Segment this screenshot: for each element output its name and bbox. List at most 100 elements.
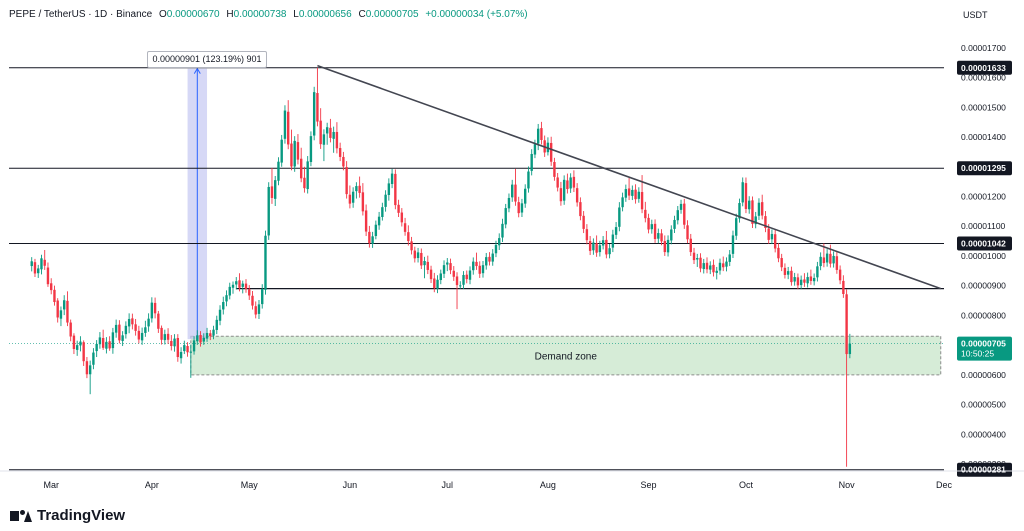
candle-body [494,244,498,254]
level-price-tag [957,462,1012,477]
y-tick-label: 0.00001400 [961,132,1006,142]
candle-body [705,262,709,270]
candle-body [387,183,391,195]
candle-body [118,324,121,341]
candle-body [835,256,839,270]
candle-body [731,235,735,254]
candle-body [351,191,355,203]
candle-body [407,232,410,242]
candle-body [264,235,267,290]
candle-body [760,202,764,216]
candle-body [819,256,822,267]
candle-body [618,207,621,227]
level-price-label: 0.00001042 [961,238,1006,248]
candle-body [608,248,611,255]
high-value: 0.00000738 [233,9,287,20]
candle-body [381,207,384,217]
candle-body [683,203,686,225]
candle-body [37,268,40,274]
brand[interactable]: TradingView [10,507,125,524]
candle-body [666,239,670,253]
candle-body [754,216,757,225]
candle-body [251,295,254,306]
candle-body [322,134,326,145]
candle-body [566,180,569,190]
candle-body [507,197,511,209]
candle-body [676,210,679,221]
candle-body [501,223,504,238]
candle-body [511,184,514,198]
candle-body [254,306,257,315]
symbol-title[interactable]: PEPE / TetherUS · 1D · Binance [9,9,153,20]
candle-body [261,288,264,305]
candle-body [647,217,650,230]
candle-body [582,215,585,229]
candle-body [248,289,251,296]
candle-body [478,265,481,274]
y-tick-label: 0.00000800 [961,310,1006,320]
candle-body [332,131,335,139]
candle-body [88,365,92,375]
candle-body [296,142,300,160]
x-tick-label: Apr [145,480,159,490]
candle-body [689,238,692,253]
candle-body [845,294,848,355]
candle-body [241,283,244,287]
candle-body [653,223,657,239]
candle-body [40,258,43,270]
x-tick-label: Jun [343,480,358,490]
candle-body [358,185,361,193]
candle-body [416,252,420,259]
y-tick-label: 0.00001500 [961,102,1006,112]
candle-body [481,265,485,274]
candle-body [696,258,699,260]
candle-body [280,139,283,163]
candle-body [595,243,598,253]
candle-body [848,343,852,355]
candle-body [390,173,394,184]
candle-body [475,261,478,267]
candle-body [50,283,53,291]
candle-body [238,280,241,288]
candle-body [53,289,56,303]
candle-body [134,324,137,331]
candle-body [767,228,770,240]
candle-body [715,270,718,273]
candle-body [85,361,89,375]
y-tick-label: 0.00000500 [961,400,1006,410]
candle-body [30,261,33,267]
candle-body [166,333,170,340]
candle-body [725,261,728,267]
candle-body [523,188,527,204]
candle-body [592,242,595,251]
candle-body [277,161,280,181]
candle-body [679,203,683,210]
candle-body [657,233,660,239]
candle-body [335,131,339,149]
candle-body [56,300,59,318]
candle-body [569,177,572,189]
candle-body [371,236,374,244]
x-tick-label: May [241,480,259,490]
candle-body [572,176,576,188]
candle-body [757,202,761,216]
candle-body [348,194,352,204]
candle-body [413,250,417,259]
candle-body [202,337,205,342]
candle-body [614,227,618,235]
candle-body [212,329,215,336]
candle-body [829,253,832,264]
candle-body [825,253,829,263]
candle-body [173,338,176,347]
candle-body [400,212,404,223]
y-tick-label: 0.00001700 [961,43,1006,53]
candle-body [699,257,702,269]
x-tick-label: Mar [43,480,59,490]
candle-body [579,202,582,217]
candle-body [127,318,131,327]
candle-body [640,192,644,210]
candle-body [95,343,98,352]
currency-label[interactable]: USDT [963,10,988,20]
candle-body [439,273,442,281]
